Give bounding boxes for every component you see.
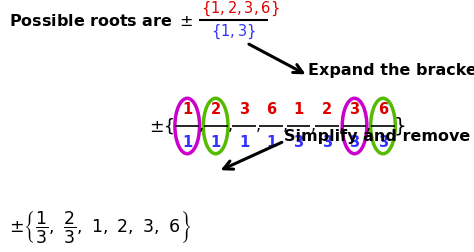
Text: ,: , [310,118,315,134]
Text: 1: 1 [182,135,192,150]
Text: 3: 3 [349,135,360,150]
Text: ,: , [199,118,204,134]
Text: $\mathbf{Possible\ roots\ are}\ \pm$: $\mathbf{Possible\ roots\ are}\ \pm$ [9,13,193,29]
Text: 2: 2 [210,102,221,117]
Text: Simplify and remove duplicates.: Simplify and remove duplicates. [284,129,474,144]
Text: 6: 6 [266,102,276,117]
Text: 3: 3 [293,135,304,150]
Text: }: } [393,116,406,136]
Text: $\pm\left\{\dfrac{1}{3},\ \dfrac{2}{3},\ 1,\ 2,\ 3,\ 6\right\}$: $\pm\left\{\dfrac{1}{3},\ \dfrac{2}{3},\… [9,209,191,245]
Text: 1: 1 [266,135,276,150]
Text: $\pm\{$: $\pm\{$ [149,116,175,136]
Text: ,: , [283,118,288,134]
Text: 6: 6 [378,102,388,117]
Text: 2: 2 [322,102,332,117]
Text: ,: , [339,118,344,134]
Text: 3: 3 [349,102,360,117]
Text: 1: 1 [182,102,192,117]
Text: Expand the brackets: Expand the brackets [308,63,474,78]
Text: ,: , [256,118,261,134]
Text: 3: 3 [239,102,249,117]
Text: ,: , [228,118,232,134]
Text: 1: 1 [210,135,221,150]
Text: $\{1, 2, 3, 6\}$: $\{1, 2, 3, 6\}$ [201,0,280,18]
Text: $\{1,3\}$: $\{1,3\}$ [211,22,256,41]
Text: 1: 1 [239,135,249,150]
Text: 3: 3 [322,135,332,150]
Text: 3: 3 [378,135,388,150]
Text: ,: , [366,118,371,134]
Text: 1: 1 [293,102,304,117]
